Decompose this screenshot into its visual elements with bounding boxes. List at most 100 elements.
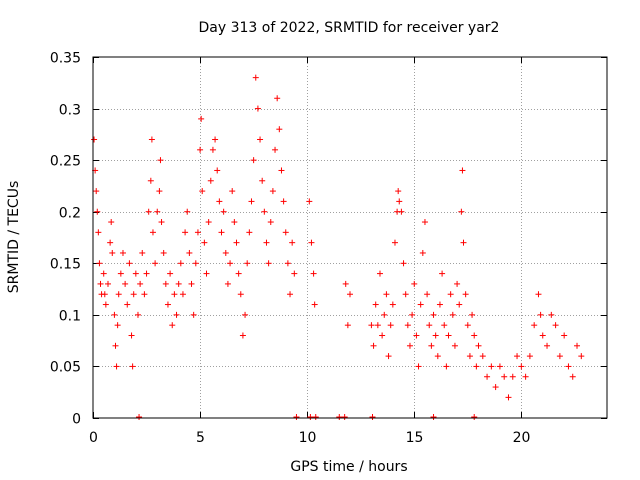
data-point — [130, 291, 137, 298]
data-point — [396, 198, 403, 205]
data-point — [173, 311, 180, 318]
data-point — [383, 291, 390, 298]
data-point — [430, 311, 437, 318]
data-point — [451, 342, 458, 349]
data-point — [370, 342, 377, 349]
data-point — [458, 208, 465, 215]
data-point — [162, 280, 169, 287]
x-tick-label: 10 — [299, 430, 317, 446]
data-point — [473, 363, 480, 370]
data-point — [158, 219, 165, 226]
data-point — [415, 363, 422, 370]
data-point — [289, 239, 296, 246]
data-point — [372, 301, 379, 308]
data-point — [505, 394, 512, 401]
data-point — [421, 219, 428, 226]
data-point — [201, 239, 208, 246]
data-point — [91, 136, 98, 143]
x-tick-label: 5 — [196, 430, 205, 446]
data-point — [310, 270, 317, 277]
data-point — [218, 229, 225, 236]
data-point — [406, 342, 413, 349]
zero-data-point — [293, 414, 300, 420]
data-point — [574, 342, 581, 349]
data-point — [145, 208, 152, 215]
x-tick-label: 0 — [89, 430, 98, 446]
data-point — [250, 157, 257, 164]
data-point — [93, 188, 100, 195]
data-point — [381, 311, 388, 318]
data-point — [454, 280, 461, 287]
data-point — [387, 322, 394, 329]
data-point — [274, 95, 281, 102]
data-point — [179, 291, 186, 298]
data-point — [342, 280, 349, 287]
data-point — [565, 363, 572, 370]
data-point — [175, 280, 182, 287]
data-point — [182, 229, 189, 236]
data-point — [282, 229, 289, 236]
data-point — [261, 208, 268, 215]
data-point — [164, 301, 171, 308]
data-point — [276, 126, 283, 133]
data-point — [188, 280, 195, 287]
data-point — [368, 322, 375, 329]
data-point — [445, 332, 452, 339]
y-tick-label: 0.2 — [59, 206, 81, 222]
data-point — [129, 363, 136, 370]
data-point — [171, 291, 178, 298]
data-point — [484, 373, 491, 380]
data-point — [287, 291, 294, 298]
data-point — [311, 301, 318, 308]
data-point — [115, 291, 122, 298]
data-point — [447, 291, 454, 298]
data-point — [424, 291, 431, 298]
data-point — [128, 332, 135, 339]
data-point — [100, 270, 107, 277]
data-point — [246, 229, 253, 236]
data-point — [417, 301, 424, 308]
data-point — [148, 136, 155, 143]
data-point — [108, 219, 115, 226]
zero-data-point — [341, 414, 348, 420]
data-point — [552, 322, 559, 329]
data-point — [222, 249, 229, 256]
data-point — [244, 260, 251, 267]
data-point — [428, 342, 435, 349]
data-point — [147, 177, 154, 184]
data-point — [152, 260, 159, 267]
data-point — [257, 136, 264, 143]
data-point — [459, 167, 466, 174]
data-point — [284, 260, 291, 267]
data-point — [177, 260, 184, 267]
data-point — [239, 332, 246, 339]
data-point — [548, 311, 555, 318]
y-tick-label: 0.35 — [50, 51, 81, 67]
data-point — [224, 280, 231, 287]
data-point — [578, 353, 585, 360]
data-point — [501, 373, 508, 380]
zero-data-point — [136, 414, 143, 420]
data-point — [280, 198, 287, 205]
y-tick-label: 0.25 — [50, 154, 81, 170]
data-point — [526, 353, 533, 360]
data-point — [235, 270, 242, 277]
data-point — [561, 332, 568, 339]
data-point — [109, 249, 116, 256]
data-point — [134, 311, 141, 318]
plot-frame — [92, 56, 608, 419]
data-point — [469, 311, 476, 318]
data-point — [419, 249, 426, 256]
data-point — [379, 332, 386, 339]
data-point — [207, 177, 214, 184]
data-point — [101, 291, 108, 298]
data-point — [122, 280, 129, 287]
grid-lines — [93, 57, 607, 418]
data-point — [190, 311, 197, 318]
data-point — [413, 332, 420, 339]
data-point — [111, 311, 118, 318]
data-point — [216, 198, 223, 205]
y-axis-label: SRMTID / TECUs — [6, 181, 22, 294]
data-point — [141, 291, 148, 298]
